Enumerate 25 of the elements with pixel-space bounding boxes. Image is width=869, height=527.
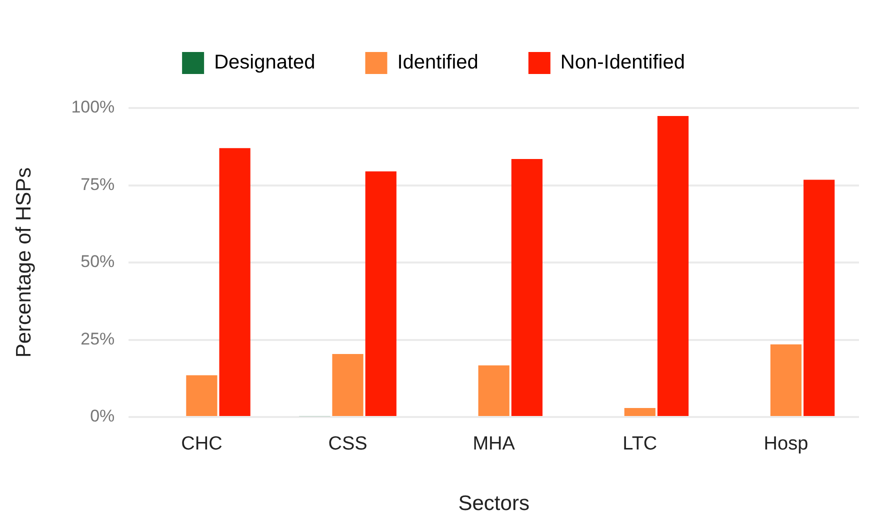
bar: [365, 171, 396, 416]
y-tick-label: 0%: [90, 406, 115, 426]
bar: [804, 180, 835, 416]
bar: [219, 148, 250, 416]
y-tick-label: 75%: [80, 174, 115, 194]
x-tick-label: MHA: [472, 434, 516, 455]
y-axis-title: Percentage of HSPs: [12, 167, 36, 358]
x-axis-title: Sectors: [458, 492, 530, 516]
legend-label: Non-Identified: [560, 52, 685, 74]
bar: [511, 158, 543, 416]
bar: [770, 344, 802, 416]
y-tick-label: 100%: [71, 98, 115, 117]
x-tick-label: LTC: [622, 434, 658, 455]
bar: [624, 408, 656, 416]
y-tick-label: 50%: [80, 252, 115, 272]
y-tick-label: 25%: [80, 329, 115, 348]
x-tick-label: CSS: [328, 434, 368, 455]
x-tick-label: Hosp: [764, 434, 808, 455]
legend-label: Identified: [397, 52, 478, 74]
bar: [186, 375, 218, 416]
bar: [657, 116, 689, 416]
x-tick-label: CHC: [181, 434, 222, 455]
bar: [478, 365, 510, 416]
bar: [332, 354, 364, 416]
legend-label: Designated: [214, 52, 316, 74]
